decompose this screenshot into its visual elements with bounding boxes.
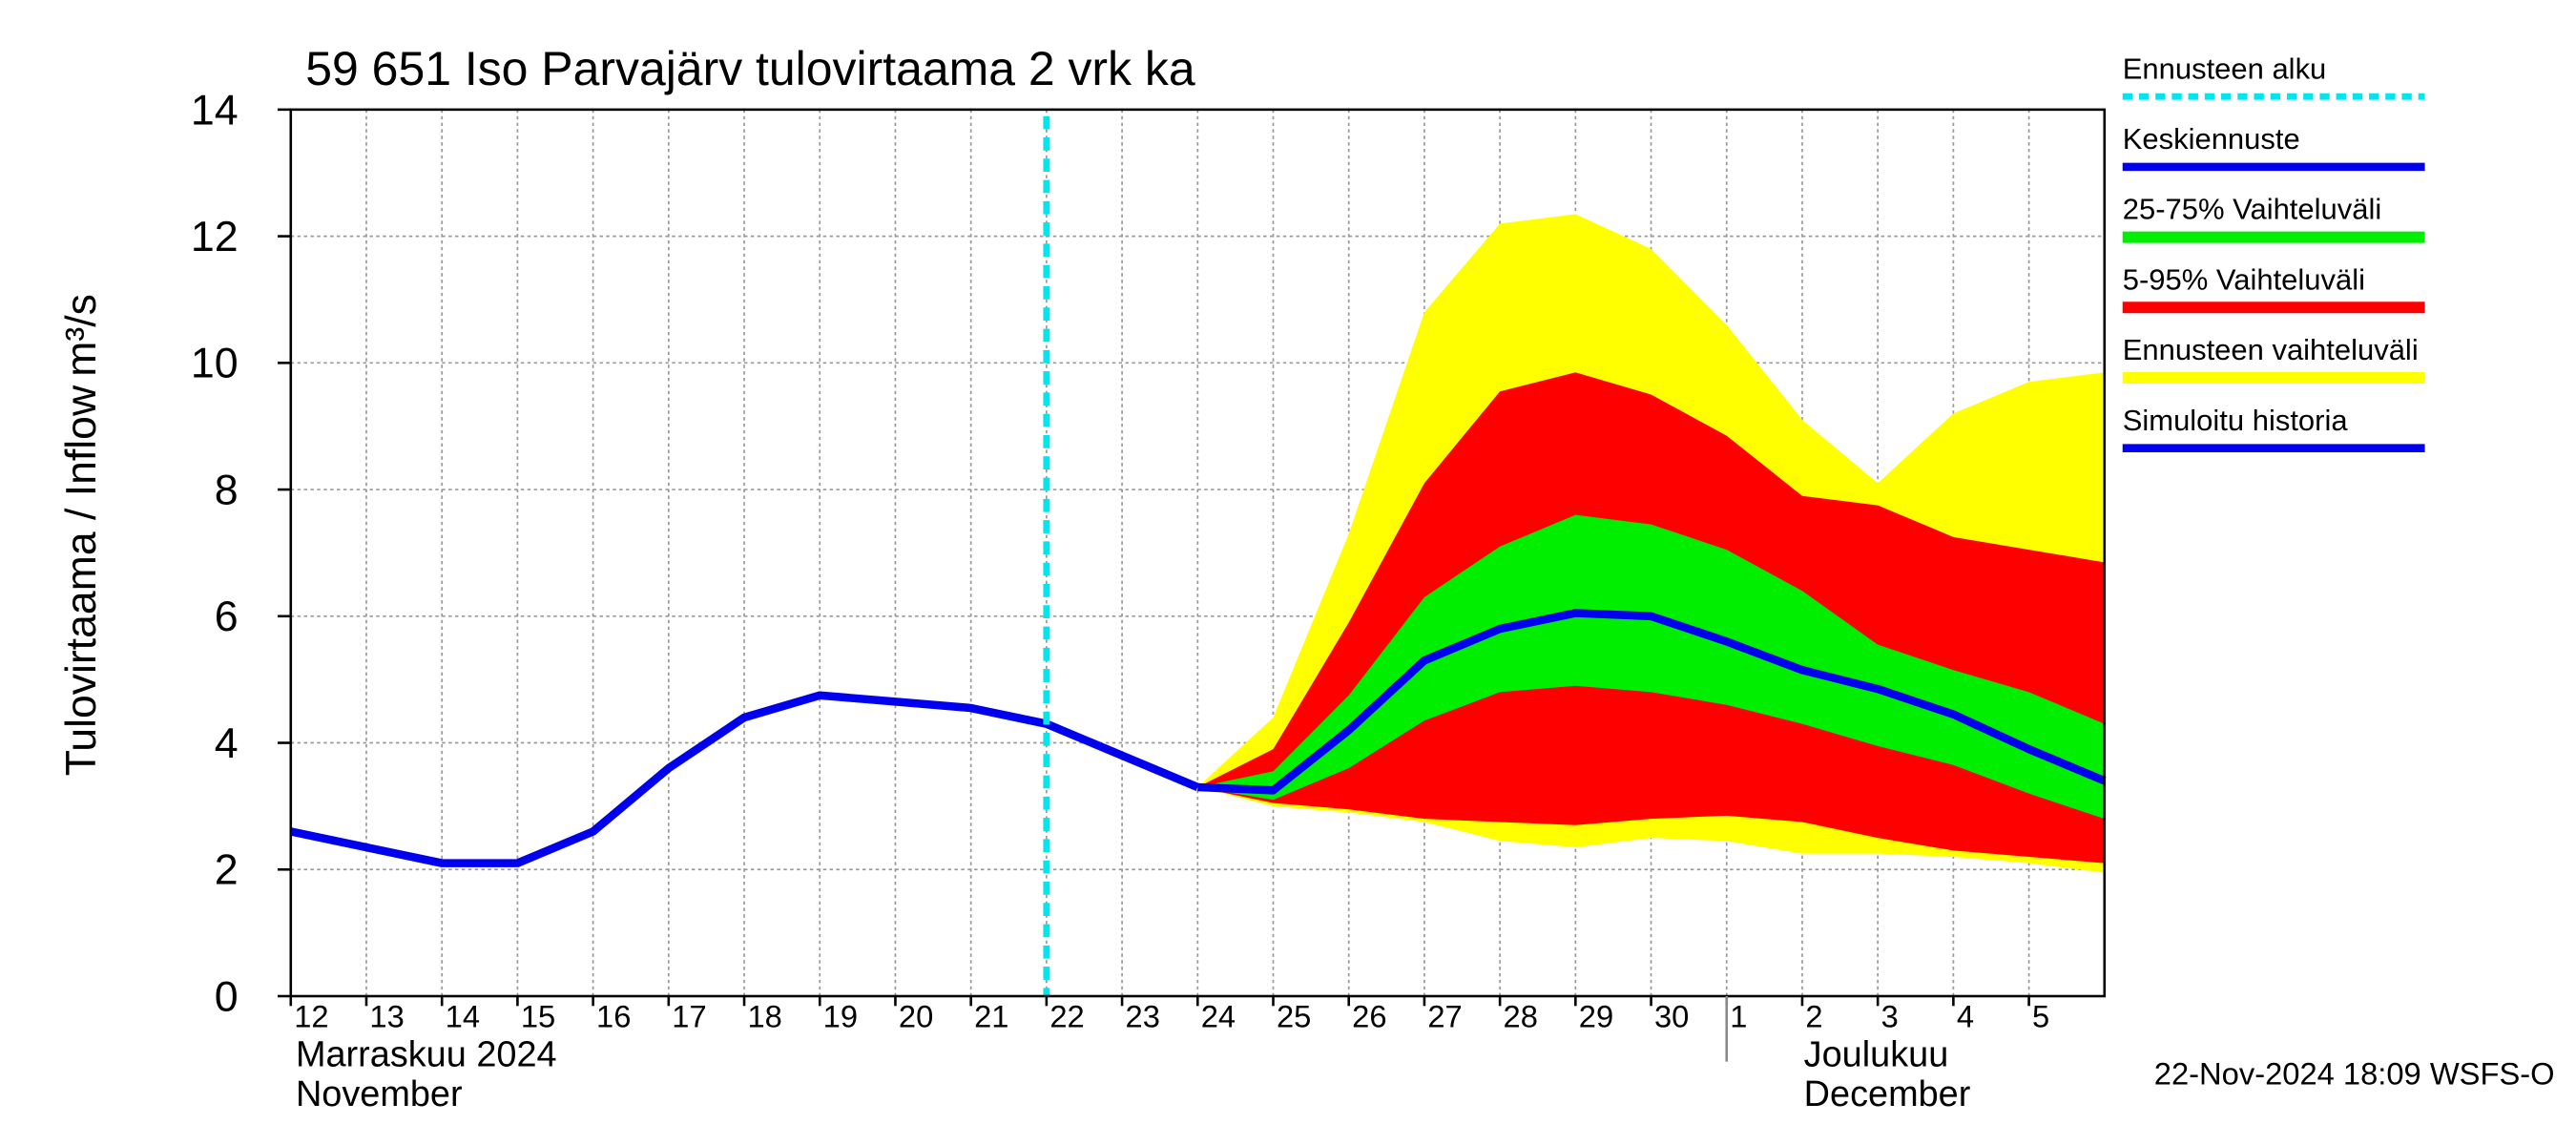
y-tick-label: 12 (191, 214, 239, 260)
legend-label: Ennusteen alku (2123, 52, 2327, 85)
x-tick-label: 21 (974, 999, 1008, 1034)
x-tick-label: 24 (1201, 999, 1236, 1034)
x-tick-label: 4 (1957, 999, 1974, 1034)
x-tick-label: 19 (823, 999, 858, 1034)
x-tick-label: 3 (1881, 999, 1899, 1034)
x-tick-label: 27 (1427, 999, 1462, 1034)
footer: 22-Nov-2024 18:09 WSFS-O (2154, 1056, 2555, 1092)
x-tick-label: 16 (596, 999, 631, 1034)
y-tick-label: 8 (215, 468, 239, 514)
legend-label: Ennusteen vaihteluväli (2123, 333, 2419, 366)
x-tick-label: 1 (1730, 999, 1747, 1034)
y-axis-unit: m³/s (58, 294, 105, 377)
y-axis-label: Tulovirtaama / Inflow (58, 385, 105, 776)
legend-label: Keskiennuste (2123, 122, 2300, 156)
x-tick-label: 15 (521, 999, 555, 1034)
x-tick-label: 5 (2032, 999, 2049, 1034)
x-tick-label: 13 (369, 999, 404, 1034)
legend-label: 5-95% Vaihteluväli (2123, 262, 2365, 296)
y-tick-label: 2 (215, 847, 239, 894)
y-tick-label: 6 (215, 593, 239, 640)
month-label: Marraskuu 2024 (296, 1035, 557, 1075)
x-tick-label: 14 (446, 999, 480, 1034)
y-tick-label: 14 (191, 87, 239, 134)
month-label: Joulukuu (1804, 1035, 1949, 1075)
x-tick-label: 20 (899, 999, 933, 1034)
x-tick-label: 25 (1277, 999, 1311, 1034)
legend-label: 25-75% Vaihteluväli (2123, 193, 2381, 226)
month-label: December (1804, 1074, 1971, 1114)
x-tick-label: 29 (1579, 999, 1613, 1034)
x-tick-label: 30 (1654, 999, 1689, 1034)
y-tick-label: 4 (215, 720, 239, 767)
y-tick-label: 0 (215, 974, 239, 1021)
month-label: November (296, 1074, 463, 1114)
x-tick-label: 2 (1805, 999, 1822, 1034)
x-tick-label: 22 (1049, 999, 1084, 1034)
band-area (1197, 514, 2105, 820)
x-tick-label: 18 (747, 999, 781, 1034)
y-tick-label: 10 (191, 341, 239, 387)
chart-title: 59 651 Iso Parvajärv tulovirtaama 2 vrk … (305, 42, 1195, 95)
x-tick-label: 28 (1504, 999, 1538, 1034)
legend-label: Simuloitu historia (2123, 404, 2349, 437)
series-line (1197, 609, 2107, 795)
x-tick-label: 26 (1352, 999, 1386, 1034)
x-tick-label: 17 (672, 999, 706, 1034)
x-tick-label: 23 (1126, 999, 1160, 1034)
x-tick-label: 12 (294, 999, 328, 1034)
